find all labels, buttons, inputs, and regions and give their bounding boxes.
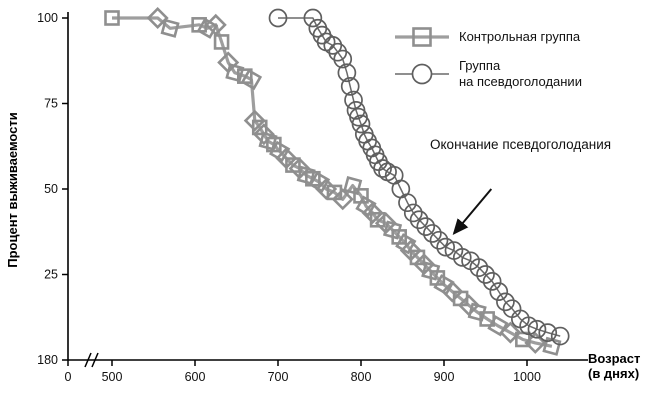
series-line (278, 17, 561, 337)
y-tick-label: 50 (44, 182, 58, 196)
fasting-marker (423, 224, 442, 243)
fasting-marker (303, 8, 323, 28)
control-marker (217, 51, 240, 74)
y-tick-label: 100 (37, 11, 58, 25)
control-marker (104, 10, 120, 26)
control-marker (499, 321, 522, 344)
y-ticks: 100 75 50 25 180 (37, 11, 68, 367)
control-marker (288, 157, 311, 180)
control-marker (331, 188, 354, 211)
control-marker (361, 201, 384, 224)
fasting-marker (268, 8, 288, 28)
legend-label-fasting-line2: на псевдоголодании (459, 74, 582, 89)
circle-marker-icon (395, 63, 449, 85)
y-tick-label: 180 (37, 353, 58, 367)
fasting-marker (403, 203, 423, 223)
y-axis-label: Процент выживаемости (5, 112, 20, 268)
x-axis-label: Возраст (в днях) (588, 351, 658, 381)
x-tick-label: 900 (434, 370, 455, 384)
fasting-marker (538, 323, 558, 342)
fasting-series (268, 8, 570, 346)
control-marker (275, 147, 298, 170)
control-marker (269, 140, 291, 163)
control-marker (369, 211, 386, 228)
fasting-marker (333, 49, 353, 69)
control-marker (243, 109, 266, 132)
fasting-marker (409, 210, 429, 230)
control-marker (399, 239, 422, 262)
y-tick-label: 75 (44, 97, 58, 111)
control-marker (421, 261, 441, 281)
fasting-marker (337, 63, 357, 83)
control-marker (204, 13, 227, 36)
fasting-marker (482, 271, 502, 291)
control-marker (343, 176, 363, 196)
control-marker (146, 6, 169, 30)
fasting-marker (373, 159, 392, 178)
x-axis-break (84, 352, 99, 368)
fasting-marker (429, 230, 449, 250)
fasting-marker (340, 77, 360, 96)
x-tick-label: 600 (185, 370, 206, 384)
fasting-marker (452, 248, 472, 267)
x-axis-label-line1: Возраст (588, 351, 641, 366)
fasting-marker (476, 265, 495, 284)
annotation-arrow (452, 188, 493, 235)
fasting-marker (550, 326, 570, 346)
fasting-marker (436, 237, 456, 257)
control-marker (240, 68, 263, 91)
control-marker (296, 165, 316, 185)
control-marker (160, 18, 180, 38)
control-marker (225, 63, 245, 83)
legend: Контрольная группа Группа на псевдоголод… (393, 24, 643, 98)
control-marker (374, 212, 397, 235)
fasting-marker (496, 292, 515, 312)
legend-label-fasting: Группа на псевдоголодании (459, 58, 582, 90)
control-marker (315, 177, 338, 201)
legend-item-fasting: Группа на псевдоголодании (393, 58, 643, 90)
annotation-end-of-fasting: Окончание псевдоголодания (430, 137, 612, 152)
fasting-marker (527, 319, 547, 339)
legend-label-fasting-line1: Группа (459, 58, 501, 73)
legend-label-control: Контрольная группа (459, 29, 581, 44)
control-marker (213, 34, 230, 50)
control-marker (409, 249, 426, 266)
x-tick-label: 500 (102, 370, 123, 384)
y-tick-label: 25 (44, 268, 58, 282)
control-marker (308, 171, 331, 193)
x-axis-label-line2: (в днях) (588, 366, 640, 381)
x-tick-label: 800 (351, 370, 372, 384)
x-tick-label: 1000 (513, 370, 541, 384)
fasting-marker (519, 316, 539, 336)
fasting-marker (416, 217, 436, 236)
x-tick-label: 0 (65, 370, 72, 384)
fasting-marker (344, 90, 363, 110)
fasting-marker (469, 258, 489, 278)
fasting-marker (489, 282, 509, 301)
x-ticks: 0 500 600 700 800 900 1000 (65, 360, 541, 384)
control-marker (355, 195, 377, 217)
fasting-marker (351, 114, 371, 134)
control-marker (433, 274, 455, 296)
control-marker (524, 331, 547, 354)
control-marker (441, 280, 464, 303)
square-marker-icon (395, 27, 449, 47)
fasting-marker (398, 193, 417, 213)
x-tick-label: 700 (268, 370, 289, 384)
control-marker (467, 302, 487, 322)
control-marker (413, 253, 436, 276)
control-marker (457, 294, 480, 317)
legend-item-control: Контрольная группа (393, 24, 643, 50)
control-marker (382, 220, 403, 240)
